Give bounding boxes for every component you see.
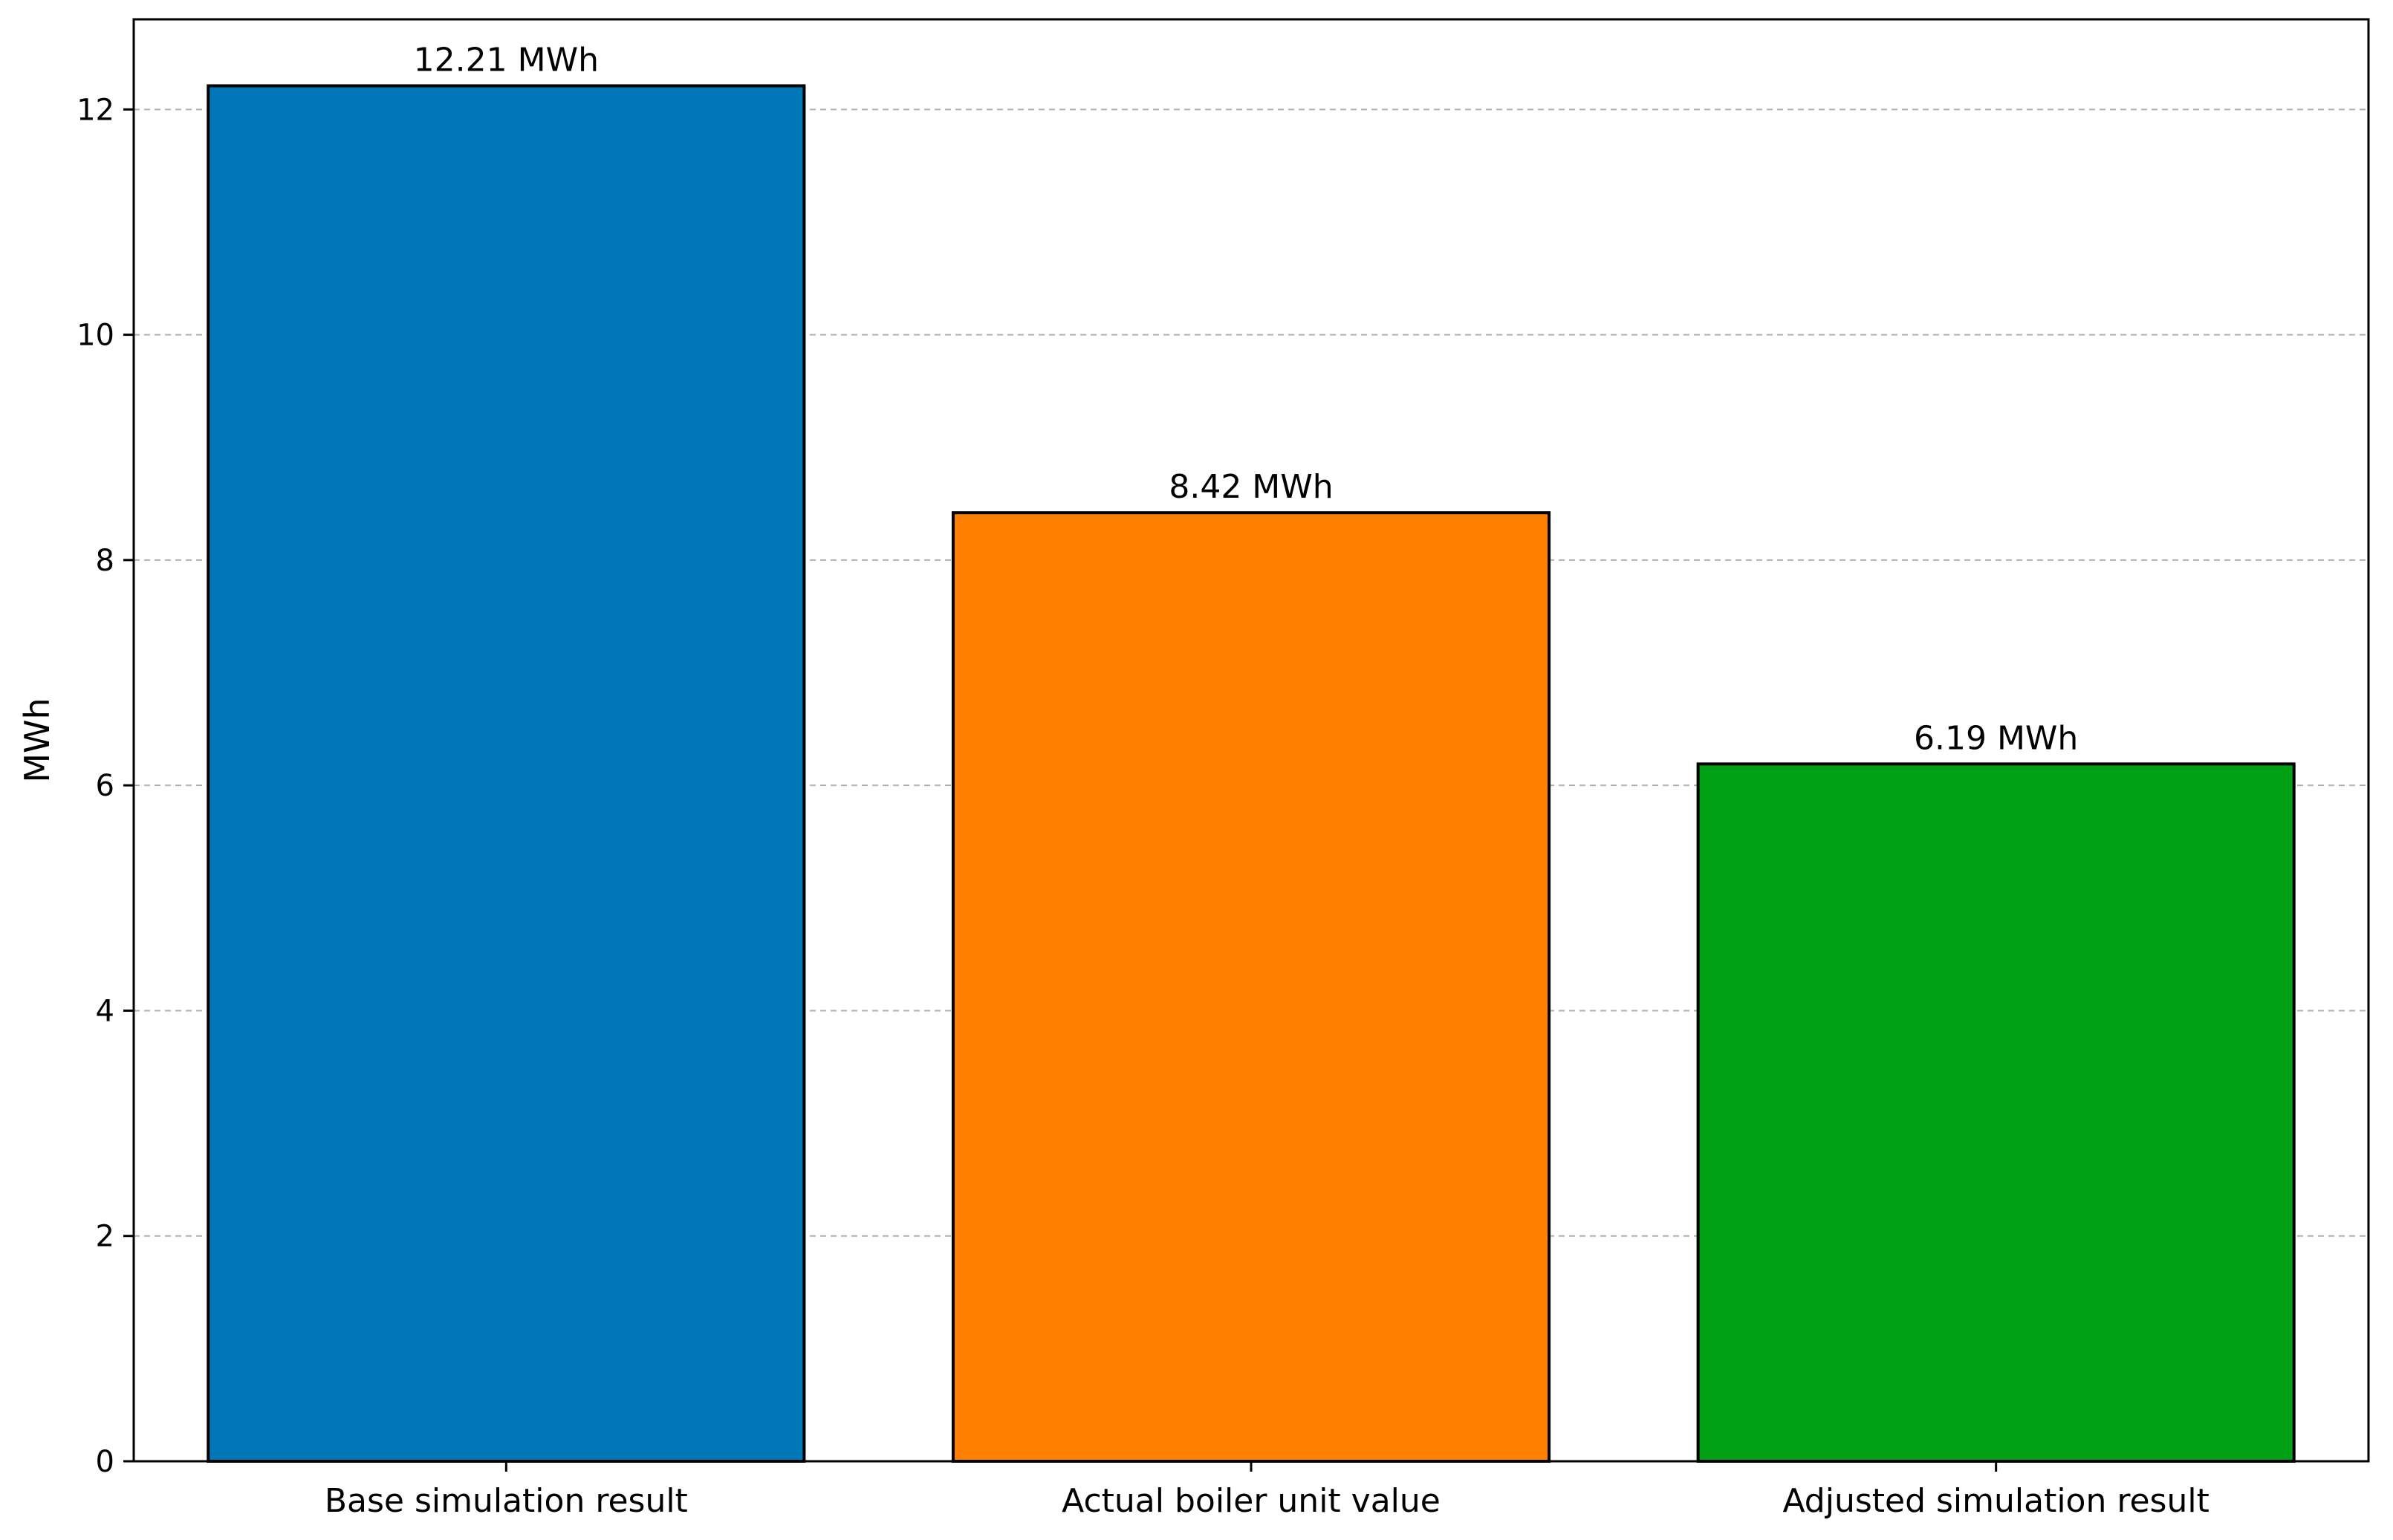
x-tick-label: Base simulation result — [325, 1482, 688, 1520]
bar-value-label: 6.19 MWh — [1914, 719, 2078, 757]
bar — [1696, 762, 2296, 1463]
y-tick-label: 12 — [77, 93, 114, 127]
data-labels: 12.21 MWh 8.42 MWh 6.19 MWh — [414, 41, 2079, 757]
bar — [207, 84, 806, 1463]
x-tick-label: Actual boiler unit value — [1062, 1482, 1441, 1520]
y-tick-label: 0 — [96, 1445, 114, 1479]
y-tick-label: 4 — [96, 994, 114, 1028]
y-tick-label: 6 — [96, 769, 114, 803]
bar — [951, 511, 1551, 1463]
bar-value-label: 8.42 MWh — [1169, 468, 1333, 506]
axis-ticks: 0 2 4 6 8 10 12 Base simulation result Actual bo… — [77, 93, 2209, 1520]
y-tick-label: 8 — [96, 544, 114, 578]
bars — [207, 84, 2296, 1463]
bar-value-label: 12.21 MWh — [414, 41, 599, 79]
y-axis-label: MWh — [17, 698, 57, 782]
x-tick-label: Adjusted simulation result — [1782, 1482, 2209, 1520]
y-tick-label: 2 — [96, 1220, 114, 1254]
y-tick-label: 10 — [77, 319, 114, 353]
